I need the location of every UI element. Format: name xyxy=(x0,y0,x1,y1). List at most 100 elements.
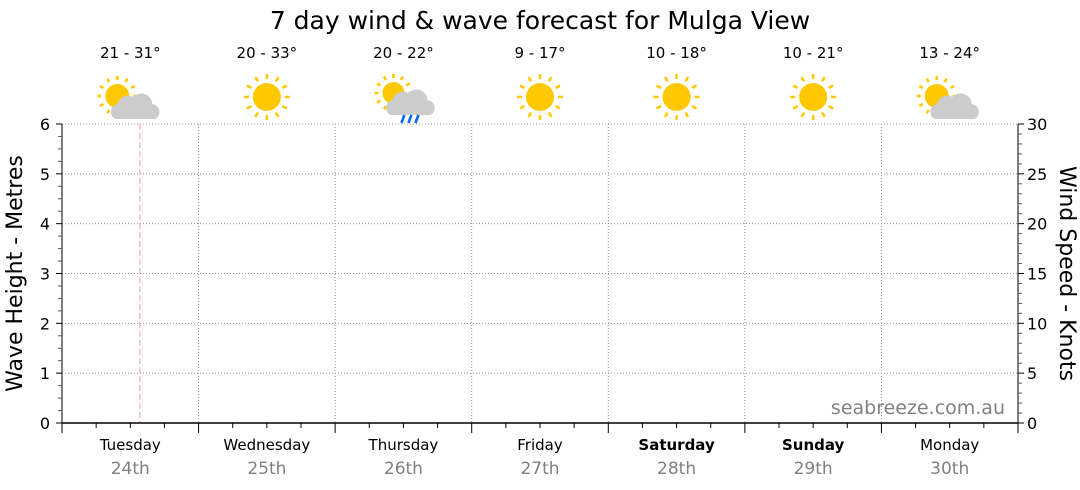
sun-ray xyxy=(821,76,826,83)
day-temperature-range: 10 - 21° xyxy=(783,44,844,62)
left-tick-label: 0 xyxy=(40,414,50,433)
sun-ray xyxy=(547,111,553,118)
sun-ray xyxy=(274,76,280,83)
sun-ray xyxy=(527,76,533,83)
sun-ray xyxy=(246,84,252,90)
sun-ray xyxy=(684,76,690,83)
sun-ray xyxy=(527,111,533,118)
watermark: seabreeze.com.au xyxy=(831,397,1005,419)
sun-ray xyxy=(691,84,698,90)
date-label: 27th xyxy=(520,459,559,479)
showers-icon xyxy=(374,74,435,124)
sun-ray xyxy=(399,75,405,81)
sun-ray xyxy=(792,104,799,110)
date-label: 26th xyxy=(384,459,423,479)
day-label: Wednesday xyxy=(223,436,310,454)
day-label: Saturday xyxy=(638,436,715,454)
day-temperature-range: 20 - 33° xyxy=(237,44,298,62)
rain-drop xyxy=(407,114,413,124)
left-axis-label: Wave Height - Metres xyxy=(3,155,28,392)
day-label: Thursday xyxy=(368,436,439,454)
sun-ray xyxy=(376,82,382,87)
sun-disc xyxy=(252,83,281,111)
sun-ray xyxy=(656,84,662,90)
right-tick-label: 15 xyxy=(1027,265,1047,284)
sun-ray xyxy=(691,104,698,110)
day-label: Sunday xyxy=(782,436,845,454)
sun-ray xyxy=(281,84,288,90)
left-tick-label: 6 xyxy=(40,115,50,134)
right-tick-label: 0 xyxy=(1027,414,1037,433)
sun-ray xyxy=(918,84,924,90)
sun-ray xyxy=(106,78,111,83)
sun-ray xyxy=(554,84,561,90)
sun-ray xyxy=(130,84,136,90)
sun-ray xyxy=(821,111,826,118)
date-label: 30th xyxy=(930,459,969,479)
sun-ray xyxy=(656,104,662,110)
sun-ray xyxy=(949,84,955,90)
sunny-icon xyxy=(790,74,837,120)
left-tick-label: 3 xyxy=(40,265,50,284)
sun-ray xyxy=(254,76,259,83)
sun-disc xyxy=(799,83,828,111)
sun-ray xyxy=(376,99,382,104)
sun-ray xyxy=(99,102,105,108)
day-label: Monday xyxy=(920,436,979,454)
sun-ray xyxy=(519,104,526,110)
sun-ray xyxy=(663,111,669,118)
sun-ray xyxy=(547,76,553,83)
sun-disc xyxy=(526,83,554,111)
right-tick-label: 30 xyxy=(1027,115,1047,134)
chart-title: 7 day wind & wave forecast for Mulga Vie… xyxy=(270,6,810,35)
day-temperature-range: 10 - 18° xyxy=(646,44,707,62)
date-label: 29th xyxy=(794,459,833,479)
day-temperature-range: 20 - 22° xyxy=(373,44,434,62)
sun-ray xyxy=(382,105,388,111)
sun-ray xyxy=(246,104,252,110)
left-tick-label: 4 xyxy=(40,215,50,234)
sun-ray xyxy=(663,76,669,83)
rain-drop xyxy=(400,114,406,124)
sun-disc xyxy=(662,83,691,111)
sun-ray xyxy=(828,104,834,110)
sunny-icon xyxy=(653,74,700,120)
sun-ray xyxy=(925,78,930,83)
left-tick-label: 2 xyxy=(40,314,50,333)
sun-ray xyxy=(281,104,288,110)
right-tick-label: 10 xyxy=(1027,314,1047,333)
sun-ray xyxy=(828,84,834,90)
partly-cloudy-icon xyxy=(97,76,160,119)
day-label: Tuesday xyxy=(99,436,161,454)
sun-ray xyxy=(684,111,690,118)
partly-cloudy-icon xyxy=(916,76,979,119)
right-tick-label: 25 xyxy=(1027,165,1047,184)
rain-drop xyxy=(414,114,420,124)
cloud-shape xyxy=(386,89,435,115)
left-tick-label: 5 xyxy=(40,165,50,184)
day-temperature-range: 9 - 17° xyxy=(514,44,565,62)
sun-ray xyxy=(800,111,806,118)
sun-ray xyxy=(554,104,561,110)
date-label: 25th xyxy=(247,459,286,479)
sun-ray xyxy=(792,84,799,90)
cloud-shape xyxy=(110,93,160,119)
date-label: 28th xyxy=(657,459,696,479)
sunny-icon xyxy=(243,74,290,120)
day-temperature-range: 21 - 31° xyxy=(100,44,161,62)
sun-ray xyxy=(925,109,930,114)
right-tick-label: 5 xyxy=(1027,364,1037,383)
sun-ray xyxy=(254,111,259,118)
sun-ray xyxy=(405,82,411,87)
sun-ray xyxy=(382,75,388,81)
sunny-icon xyxy=(517,74,563,120)
cloud-shape xyxy=(930,93,979,119)
sun-ray xyxy=(274,111,280,118)
day-label: Friday xyxy=(517,436,563,454)
sun-ray xyxy=(106,109,111,114)
right-tick-label: 20 xyxy=(1027,215,1047,234)
sun-ray xyxy=(800,76,806,83)
sun-ray xyxy=(918,102,924,108)
sun-ray xyxy=(99,84,105,90)
